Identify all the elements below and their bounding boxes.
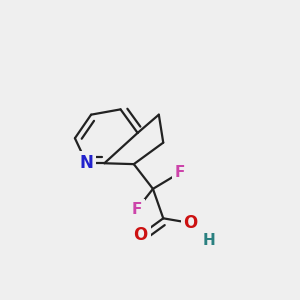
Text: F: F bbox=[174, 166, 184, 181]
Text: H: H bbox=[202, 233, 215, 248]
Text: N: N bbox=[80, 154, 94, 172]
Text: O: O bbox=[184, 214, 198, 232]
Text: F: F bbox=[132, 202, 142, 217]
Text: O: O bbox=[134, 226, 148, 244]
